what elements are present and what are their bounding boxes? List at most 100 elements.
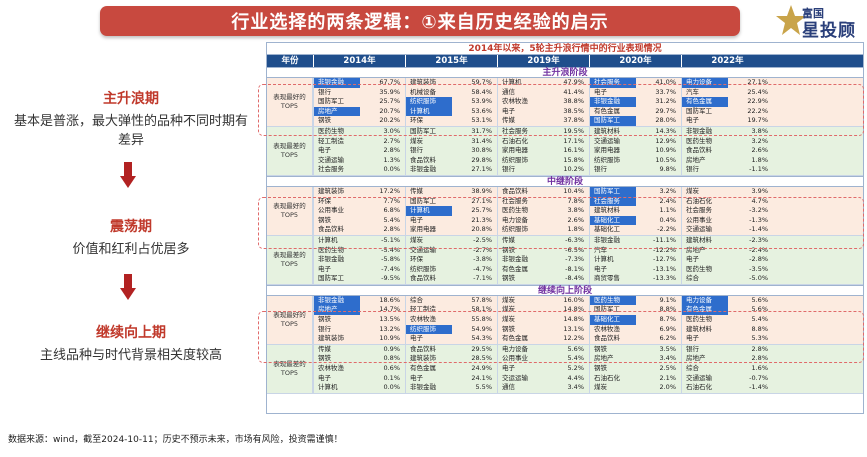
- table-row: 社会服务 2.4%: [590, 196, 681, 207]
- worst-top5-block: 表现最差的TOP5 传媒 0.9% 钢铁 0.8% 农林牧渔 0.6% 电子 0.1% 计算机 0.…: [267, 344, 863, 394]
- industry-name: 电子: [502, 364, 515, 373]
- table-row: 银行 10.2%: [498, 165, 589, 175]
- table-row: 医药生物 3.8%: [498, 206, 589, 216]
- return-value: 2.4%: [659, 196, 676, 205]
- industry-name: 银行: [502, 165, 515, 174]
- return-value: -12.7%: [653, 255, 676, 264]
- return-value: 2.8%: [383, 146, 400, 155]
- industry-name: 石油石化: [686, 383, 712, 392]
- return-value: -2.2%: [657, 225, 676, 234]
- industry-name: 食品饮料: [410, 155, 436, 164]
- table-row: 电力设备 2.6%: [498, 216, 589, 226]
- industry-name: 医药生物: [686, 136, 712, 145]
- return-value: 16.0%: [563, 295, 584, 304]
- section-title: 继续向上阶段: [267, 284, 863, 296]
- return-value: 2.5%: [659, 364, 676, 373]
- table-row: 有色金属 -8.1%: [498, 265, 589, 275]
- return-value: 31.4%: [471, 136, 492, 145]
- industry-name: 钢铁: [318, 354, 331, 363]
- return-value: -13.3%: [653, 274, 676, 283]
- return-value: -5.4%: [381, 245, 400, 254]
- table-row: 基础化工 0.4%: [590, 215, 681, 226]
- industry-name: 电子: [410, 334, 423, 343]
- year-column: 传媒 -6.3% 钢铁 -6.5% 非银金融 -7.3% 有色金属 -8.1% 钢铁 -8.4%: [497, 235, 589, 284]
- industry-name: 纺织服饰: [594, 155, 620, 164]
- table-row: 非银金融 67.7%: [314, 78, 405, 88]
- industry-name: 计算机: [502, 78, 522, 86]
- worst-top5-label: 表现最差的TOP5: [267, 126, 313, 175]
- year-column: 计算机 47.9% 通信 41.4% 农林牧渔 38.8% 电子 38.5% 传媒 37.8%: [497, 78, 589, 126]
- industry-name: 电子: [686, 116, 699, 125]
- industry-name: 煤炭: [502, 315, 515, 324]
- phase-title-continue: 继续向上期: [96, 325, 166, 341]
- industry-name: 煤炭: [502, 295, 515, 304]
- table-header: 年份 2014年 2015年 2019年 2020年 2022年: [267, 55, 863, 67]
- industry-name: 非银金融: [410, 383, 436, 392]
- return-value: 53.9%: [471, 97, 492, 106]
- industry-name: 公用事业: [502, 354, 528, 363]
- year-column: 国防军工 3.2% 社会服务 2.4% 建筑材料 1.1% 基础化工 0.4% 基础化工 -2.2…: [589, 186, 681, 235]
- return-value: 6.9%: [659, 324, 676, 333]
- table-row: 食品饮料 2.6%: [682, 146, 773, 156]
- industry-name: 煤炭: [686, 186, 699, 195]
- industry-name: 银行: [686, 165, 699, 174]
- industry-name: 有色金属: [594, 106, 620, 115]
- return-value: 5.4%: [567, 354, 584, 363]
- industry-name: 国防军工: [318, 97, 344, 106]
- industry-name: 电子: [686, 334, 699, 343]
- return-value: -8.1%: [565, 264, 584, 273]
- table-row: 食品饮料 -7.1%: [406, 274, 497, 284]
- table-row: 计算机 47.9%: [498, 78, 589, 88]
- return-value: 1.6%: [751, 364, 768, 373]
- industry-name: 计算机: [318, 383, 338, 392]
- industry-name: 有色金属: [502, 264, 528, 273]
- table-row: 煤炭 31.4%: [406, 137, 497, 147]
- table-row: 国防军工 25.7%: [314, 97, 405, 107]
- return-value: 22.9%: [747, 97, 768, 106]
- industry-name: 建筑材料: [594, 206, 620, 215]
- return-value: 2.0%: [659, 383, 676, 392]
- table-row: 社会服务 0.0%: [314, 165, 405, 175]
- return-value: 3.9%: [751, 186, 768, 195]
- return-value: -13.1%: [653, 264, 676, 273]
- return-value: -3.2%: [749, 206, 768, 215]
- return-value: 22.2%: [747, 106, 768, 115]
- return-value: 27.1%: [747, 78, 768, 86]
- table-row: 银行 9.8%: [590, 165, 681, 175]
- return-value: 17.1%: [563, 136, 584, 145]
- table-row: 农林牧渔 0.6%: [314, 364, 405, 374]
- return-value: 3.8%: [567, 206, 584, 215]
- table-row: 电子 33.7%: [590, 88, 681, 98]
- industry-name: 钢铁: [594, 364, 607, 373]
- industry-name: 国防军工: [318, 274, 344, 283]
- table-row: 非银金融 18.6%: [314, 295, 405, 306]
- industry-name: 房地产: [314, 305, 360, 316]
- year-column: 社会服务 19.5% 石油石化 17.1% 家用电器 16.1% 纺织服饰 15.8% 银行 10…: [497, 126, 589, 175]
- table-row: 银行 2.8%: [682, 345, 773, 355]
- industry-name: 纺织服饰: [502, 155, 528, 164]
- return-value: 0.1%: [383, 373, 400, 382]
- return-value: 55.8%: [471, 315, 492, 324]
- table-row: 国防军工 3.2%: [590, 186, 681, 197]
- industry-name: 食品饮料: [410, 344, 436, 353]
- header-year: 2019年: [497, 55, 589, 67]
- table-row: 电力设备 5.6%: [682, 295, 773, 306]
- table-row: 国防军工 28.0%: [590, 116, 681, 126]
- return-value: 29.7%: [655, 106, 676, 115]
- table-row: 电子 54.3%: [406, 334, 497, 344]
- industry-name: 建筑材料: [594, 126, 620, 135]
- return-value: 24.1%: [471, 373, 492, 382]
- table-row: 电子 -7.4%: [314, 265, 405, 275]
- return-value: -1.1%: [749, 165, 768, 174]
- return-value: 58.4%: [471, 87, 492, 96]
- return-value: -2.8%: [749, 255, 768, 264]
- table-row: 医药生物 -3.5%: [682, 265, 773, 275]
- table-row: 环保 -3.8%: [406, 255, 497, 265]
- return-value: 0.9%: [383, 344, 400, 353]
- return-value: -6.3%: [565, 235, 584, 244]
- table-row: 计算机 25.7%: [406, 206, 497, 216]
- industry-name: 石油石化: [686, 196, 712, 205]
- industry-name: 国防军工: [410, 126, 436, 135]
- return-value: 29.5%: [471, 344, 492, 353]
- table-row: 纺织服饰 54.9%: [406, 324, 497, 335]
